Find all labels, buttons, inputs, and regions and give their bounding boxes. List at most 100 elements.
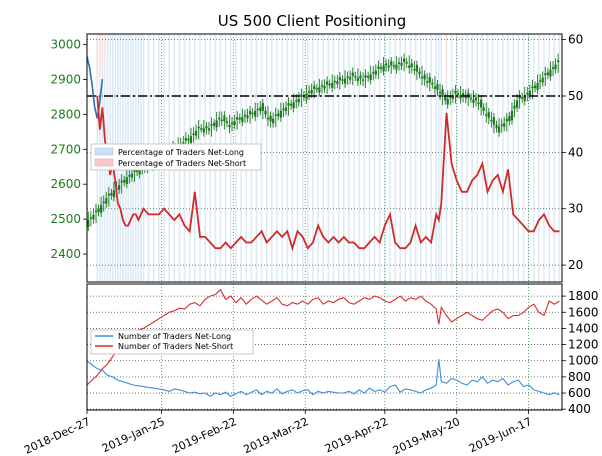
right-tick-label: 600: [568, 386, 591, 400]
candle-body: [454, 90, 457, 94]
candle-body: [513, 105, 516, 109]
net-long-stripe: [260, 34, 263, 282]
net-long-stripe: [420, 34, 422, 282]
candle-body: [97, 208, 100, 213]
candle-body: [318, 87, 321, 93]
candle-body: [207, 128, 211, 131]
candle-body: [420, 76, 424, 79]
candle-body: [305, 93, 308, 100]
candle-body: [279, 110, 282, 118]
net-long-stripe: [497, 34, 499, 282]
candle-body: [87, 220, 90, 227]
x-axis-ticks: 2018-Dec-27 2019-Jan-25 2019-Feb-22 2019-Ma…: [22, 410, 534, 456]
candle-body: [546, 72, 549, 76]
left-tick-label: 2600: [50, 177, 81, 191]
candle-body: [536, 82, 539, 90]
candle-body: [228, 124, 231, 128]
candle-body: [195, 130, 198, 136]
candle-body: [441, 89, 444, 97]
candle-body: [243, 114, 247, 117]
net-long-stripe: [358, 34, 360, 282]
candle-body: [356, 77, 359, 81]
bottom-right-axis-ticks: 400 600 800 1000 1200 1400 1600 1800: [562, 289, 599, 416]
candle-body: [323, 85, 326, 89]
candle-body: [328, 83, 331, 86]
net-long-stripe: [327, 34, 330, 282]
candle-body: [426, 81, 429, 83]
net-short-stripe: [101, 34, 104, 85]
net-long-stripe: [348, 34, 350, 282]
net-long-stripe: [461, 34, 463, 282]
candle-body: [313, 85, 316, 90]
candle-body: [290, 103, 293, 106]
net-long-stripe: [399, 34, 402, 282]
candle-body: [500, 124, 503, 126]
left-tick-label: 2500: [50, 212, 81, 226]
legend-swatch: [94, 147, 114, 156]
candle-body: [192, 133, 195, 136]
candle-body: [364, 75, 367, 78]
candle-body: [557, 60, 560, 62]
legend-box: [90, 329, 254, 355]
net-short-percentage-line: [96, 95, 560, 252]
candle-body: [128, 175, 131, 177]
candle-body: [274, 114, 277, 117]
net-long-stripe: [425, 34, 427, 282]
net-long-stripe: [368, 34, 371, 282]
candle-body: [89, 217, 92, 219]
candle-body: [297, 98, 300, 103]
candle-body: [218, 117, 221, 120]
candle-body: [477, 102, 480, 104]
net-long-stripe: [517, 34, 520, 282]
candle-body: [402, 58, 406, 62]
candle-body: [351, 72, 354, 76]
net-long-stripe: [532, 34, 535, 282]
candle-body: [554, 64, 557, 70]
net-long-stripe: [553, 34, 556, 282]
net-long-stripe: [394, 34, 396, 282]
candle-body: [184, 138, 187, 141]
candle-body: [392, 65, 395, 67]
left-tick-label: 2900: [50, 72, 81, 86]
net-long-stripe: [471, 34, 473, 282]
candle-body: [338, 76, 342, 81]
net-long-stripe: [435, 34, 437, 282]
candle-body: [503, 123, 506, 127]
candle-body: [431, 82, 434, 85]
net-long-stripe: [502, 34, 504, 282]
candle-body: [94, 210, 98, 213]
candle-body: [374, 70, 377, 75]
net-long-stripe: [389, 34, 391, 282]
net-long-stripe: [486, 34, 489, 282]
candle-body: [533, 85, 537, 89]
candle-body: [264, 110, 267, 115]
candle-body: [120, 180, 123, 183]
net-short-stripe: [96, 34, 99, 96]
candle-body: [390, 61, 393, 66]
right-axis-ticks: 20 30 40 50 60: [562, 33, 583, 272]
candle-body: [428, 76, 431, 83]
candle-body: [135, 170, 139, 172]
candle-body: [418, 71, 421, 75]
candle-body: [212, 123, 216, 126]
candle-body: [413, 68, 416, 71]
net-long-stripe: [337, 34, 340, 282]
x-tick-label: 2019-Mar-22: [242, 415, 311, 456]
net-long-stripe: [445, 79, 448, 282]
chart-title: US 500 Client Positioning: [218, 12, 406, 30]
candle-body: [225, 121, 229, 124]
net-long-stripe: [99, 62, 101, 282]
right-tick-label: 800: [568, 370, 591, 384]
net-long-stripe: [440, 34, 443, 282]
candle-body: [187, 138, 190, 141]
candle-body: [284, 107, 288, 112]
candle-body: [230, 122, 234, 125]
candle-body: [492, 117, 496, 125]
candle-body: [456, 93, 460, 95]
net-long-stripe: [301, 34, 304, 282]
candle-body: [518, 96, 521, 99]
candle-body: [325, 81, 329, 85]
candle-body: [123, 179, 126, 183]
